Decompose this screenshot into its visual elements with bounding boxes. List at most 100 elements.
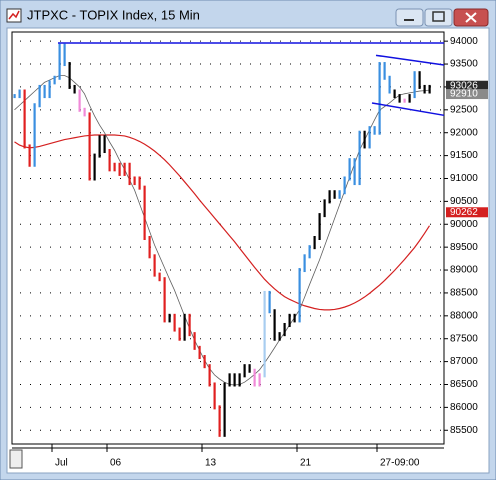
moving-average [14,134,431,311]
price-bar [268,290,271,314]
price-bar [158,272,161,282]
price-bar [223,382,226,437]
price-bar [228,373,231,387]
price-bar [323,199,326,218]
price-bar [238,373,241,387]
price-bar [93,153,96,181]
price-bar [263,290,266,378]
price-bar [363,130,366,149]
y-tick-label: 89500 [450,242,478,253]
price-bar [383,62,386,80]
price-bar [168,313,171,323]
price-bar [138,176,141,190]
y-tick-label: 90000 [450,219,478,230]
price-bar [68,62,71,89]
x-tick-label: 27-09:00 [380,458,420,469]
price-bar [313,236,316,250]
y-tick-label: 86000 [450,402,478,413]
minimize-button[interactable] [395,8,424,27]
price-bar [378,62,381,135]
plot-area [11,31,445,445]
price-bar [278,332,281,341]
price-bar [183,313,186,341]
y-tick-label: 87000 [450,356,478,367]
scroll-handle[interactable] [9,449,23,469]
y-tick-label: 90500 [450,196,478,207]
price-bar [303,254,306,273]
price-bar [283,322,286,337]
y-tick-label: 94000 [450,36,478,47]
price-bar [33,103,36,167]
price-bar [208,364,211,387]
y-tick-label: 92500 [450,104,478,115]
price-marker [446,89,488,100]
y-tick-label: 88000 [450,310,478,321]
price-marker [446,207,488,218]
price-bar [428,84,431,94]
price-bar [133,176,136,186]
price-bar [288,313,291,327]
price-bar [148,236,151,259]
y-tick-label: 85500 [450,425,478,436]
price-bar [418,71,421,89]
price-bar [408,94,411,103]
price-bar [373,126,376,135]
price-bar [253,368,256,387]
price-bar [173,313,176,332]
y-tick-label: 88500 [450,288,478,299]
price-bar [103,135,106,154]
price-marker [446,80,488,91]
y-tick-label: 87500 [450,333,478,344]
maximize-button[interactable] [424,8,453,27]
price-bar [203,355,206,369]
price-bar [188,313,191,337]
y-tick-label: 86500 [450,379,478,390]
price-bar [128,162,131,186]
price-bar [98,135,101,158]
price-bar [393,89,396,99]
price-bar [233,373,236,387]
price-bar [193,332,196,350]
price-bar [423,84,426,94]
x-tick-label: Jul [55,458,68,469]
maximize-icon [432,11,445,22]
price-bar [18,89,21,99]
price-bar [348,158,351,181]
trendline [371,102,445,117]
close-icon [465,12,477,23]
price-marker-label: 90262 [450,207,478,218]
price-bar [63,43,66,67]
price-bar [388,75,391,94]
x-tick-label: 21 [300,458,312,469]
x-tick-label: 06 [110,458,122,469]
price-bar [13,94,16,99]
y-tick-label: 91000 [450,173,478,184]
y-tick-label: 91500 [450,150,478,161]
price-bar [53,75,56,85]
price-bar [273,309,276,341]
price-bar [113,162,116,172]
price-bar [328,190,331,204]
price-bar [413,71,416,99]
price-bar [83,107,86,117]
price-bar [213,382,216,410]
price-bar [123,162,126,176]
price-bar [143,185,146,240]
price-bar [243,364,246,378]
price-bar [398,94,401,103]
price-bar [403,98,406,103]
price-bar [308,245,311,259]
price-bar [318,213,321,240]
price-bar [258,373,261,387]
price-bar [198,345,201,360]
price-bar [178,327,181,341]
price-bar [163,277,166,323]
price-bar [23,89,26,149]
price-bar [368,126,371,149]
y-tick-label: 89000 [450,265,478,276]
price-bar [88,112,91,181]
price-bar [38,84,41,108]
price-bar [43,84,46,99]
price-bar [218,405,221,437]
